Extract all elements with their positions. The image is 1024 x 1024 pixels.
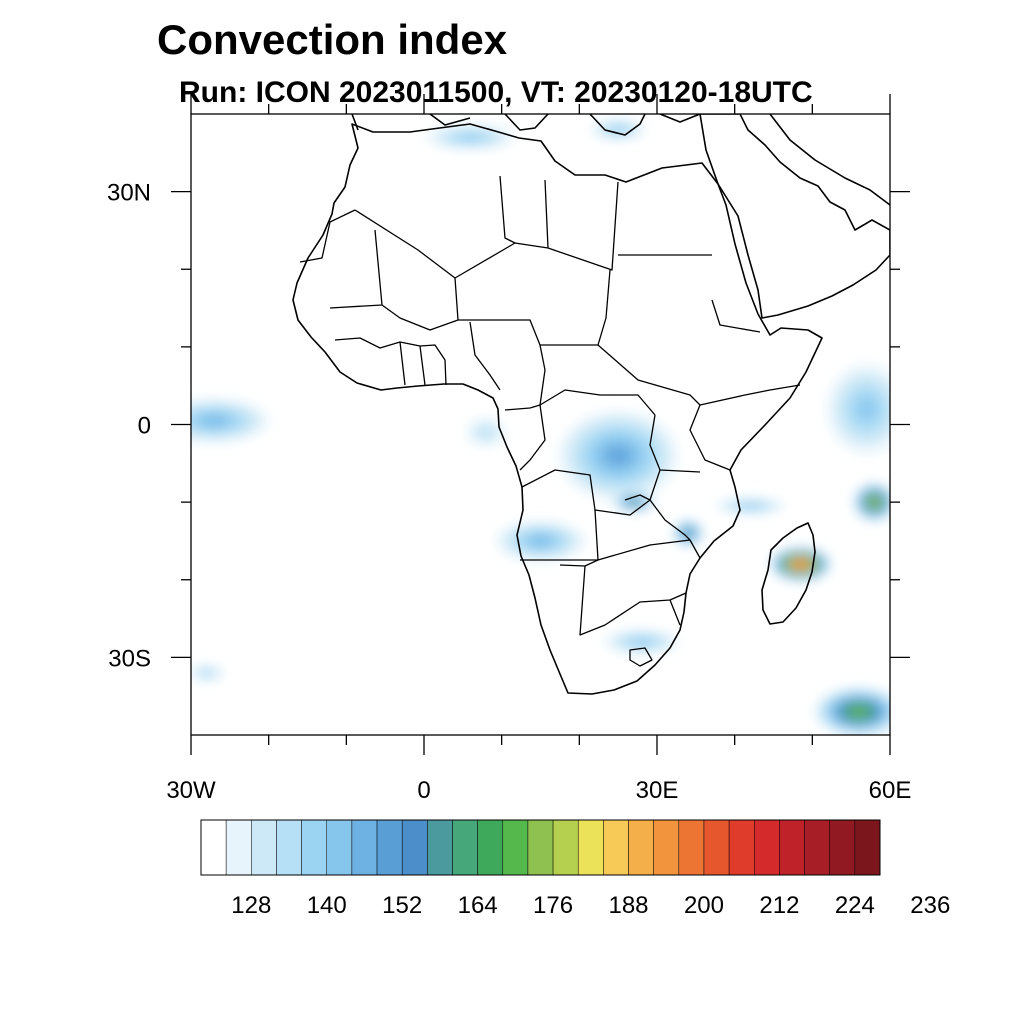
colorbar-tick-label: 176 [533, 892, 573, 919]
axis-ticks [171, 94, 910, 755]
field-malawi [672, 519, 705, 548]
field-mediterranean [425, 125, 516, 150]
field-angola [495, 520, 586, 561]
colorbar-swatch [678, 819, 705, 876]
africa-coastline [292, 123, 823, 695]
colorbar-swatch [552, 819, 579, 876]
field-indian-ocean-ne [852, 482, 890, 523]
colorbar [200, 819, 881, 876]
colorbar-swatch [527, 819, 554, 876]
field-contour [609, 449, 627, 462]
colorbar-swatch [401, 819, 428, 876]
colorbar-tick-label: 224 [835, 892, 875, 919]
colorbar-swatch [427, 819, 453, 876]
field-atlantic-equatorial [191, 398, 270, 443]
colorbar-swatch [225, 819, 252, 876]
colorbar-swatch [754, 819, 780, 876]
colorbar-swatch [829, 819, 856, 876]
colorbar-swatch [301, 819, 327, 876]
colorbar-tick-label: 140 [307, 892, 347, 919]
field-contour [479, 427, 493, 437]
field-zambia-core [611, 492, 656, 513]
colorbar-swatch [628, 819, 654, 876]
field-contour [744, 504, 757, 508]
colorbar-tick-label: 152 [382, 892, 422, 919]
colorbar-tick-label: 200 [684, 892, 724, 919]
field-contour [612, 127, 624, 132]
field-contour [796, 561, 805, 567]
field-south-indian-ocean [813, 686, 890, 735]
y-tick-label: 30N [107, 180, 151, 207]
colorbar-labels: 128 140 152 164 176 188 200 212 224 236 [231, 892, 950, 919]
field-contour [686, 531, 691, 535]
chart-title: Convection index [157, 16, 508, 63]
field-contour [533, 537, 548, 545]
colorbar-swatch [728, 819, 755, 876]
field-gulf-of-guinea [466, 418, 507, 447]
field-contour [461, 134, 480, 140]
map-plot-area [191, 114, 890, 735]
convection-fields-layer [191, 119, 890, 735]
colorbar-swatch [603, 819, 629, 876]
axis-tick-labels: 30W 0 30E 60E 30N 0 30S [107, 180, 911, 804]
arabia-coastline [699, 114, 890, 319]
field-congo-basin [558, 410, 679, 501]
colorbar-swatch [326, 819, 353, 876]
colorbar-tick-label: 164 [458, 892, 498, 919]
colorbar-swatch [251, 819, 277, 876]
x-tick-label: 30W [166, 777, 216, 804]
persian-gulf-coast [769, 114, 890, 206]
field-contour [205, 416, 224, 425]
madagascar-coastline [761, 522, 816, 625]
colorbar-swatch [804, 819, 830, 876]
x-tick-label: 30E [636, 777, 679, 804]
y-tick-label: 30S [108, 645, 151, 672]
field-contour [630, 500, 637, 504]
field-contour [853, 708, 865, 715]
colorbar-swatch [653, 819, 680, 876]
field-contour [633, 639, 650, 645]
field-contour [871, 499, 878, 505]
x-tick-label: 0 [417, 777, 430, 804]
colorbar-swatch [854, 819, 881, 876]
field-east-indian-ocean [826, 363, 890, 454]
country-borders [299, 175, 801, 667]
europe-coastline [351, 114, 701, 136]
field-contour [202, 670, 212, 675]
colorbar-swatch [779, 819, 805, 876]
colorbar-tick-label: 212 [759, 892, 799, 919]
colorbar-tick-label: 128 [231, 892, 271, 919]
colorbar-tick-label: 188 [608, 892, 648, 919]
colorbar-swatch [703, 819, 730, 876]
colorbar-swatch [477, 819, 504, 876]
field-mozambique-channel [714, 499, 787, 514]
y-tick-label: 0 [138, 413, 151, 440]
field-aegean [590, 119, 647, 140]
colorbar-swatch [200, 819, 227, 876]
colorbar-swatch [577, 819, 604, 876]
colorbar-swatch [502, 819, 529, 876]
field-atlantic-south [191, 664, 225, 681]
x-tick-label: 60E [869, 777, 912, 804]
colorbar-swatch [376, 819, 403, 876]
colorbar-swatch [351, 819, 378, 876]
colorbar-swatch [276, 819, 302, 876]
colorbar-tick-label: 236 [910, 892, 950, 919]
field-madagascar-cyclone [768, 546, 833, 583]
ocean-background [191, 114, 890, 735]
field-contour [858, 399, 875, 418]
colorbar-frame [200, 819, 881, 876]
chart-subtitle: Run: ICON 2023011500, VT: 20230120-18UTC [179, 76, 813, 109]
field-south-africa [603, 629, 680, 654]
colorbar-swatch [452, 819, 478, 876]
